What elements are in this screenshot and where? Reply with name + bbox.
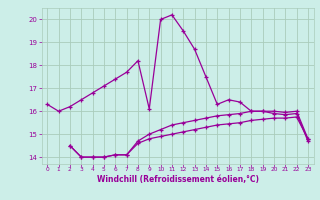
- X-axis label: Windchill (Refroidissement éolien,°C): Windchill (Refroidissement éolien,°C): [97, 175, 259, 184]
